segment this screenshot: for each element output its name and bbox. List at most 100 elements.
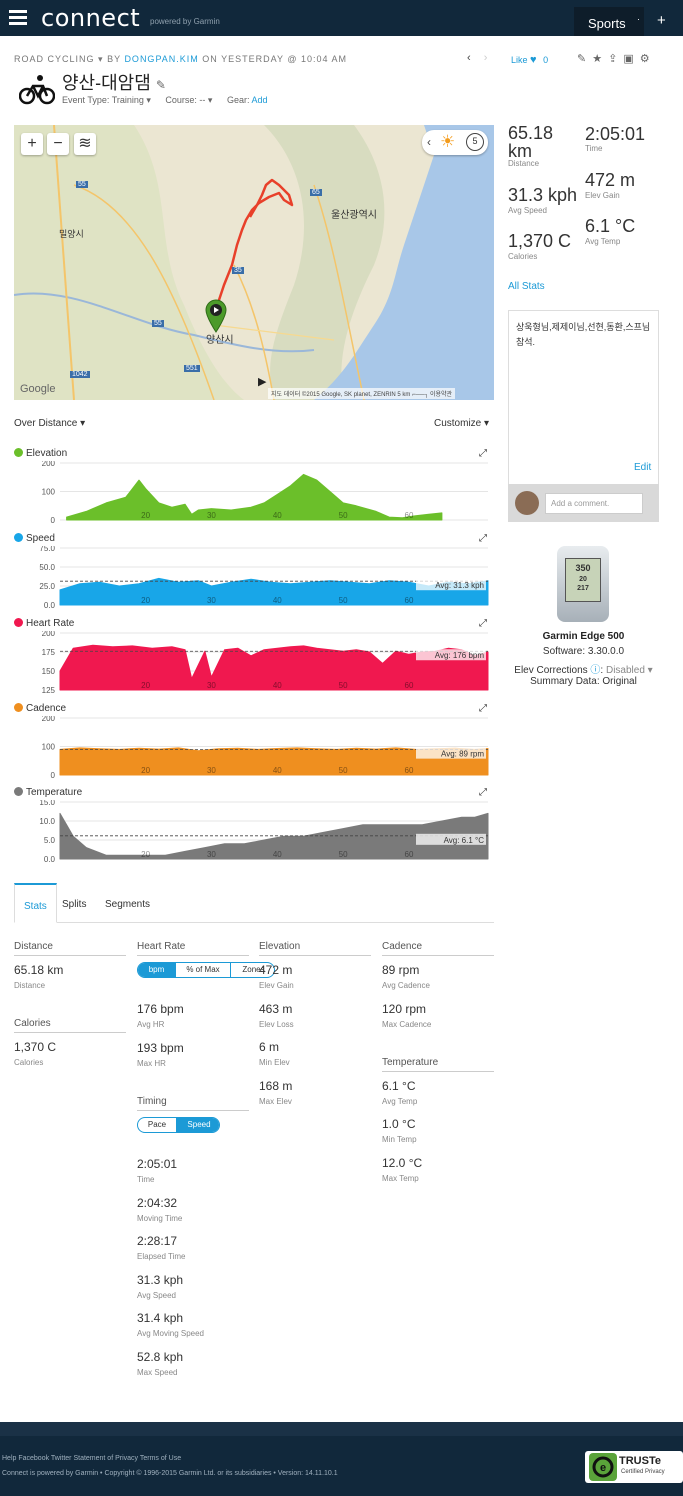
- footer-links[interactable]: Help Facebook Twitter Statement of Priva…: [2, 1455, 182, 1462]
- zoom-in-button[interactable]: +: [21, 133, 43, 155]
- connect-logo[interactable]: connect: [41, 4, 141, 32]
- route-map[interactable]: 밀양시 울산광역시 양산시 Google 55 35 65 55 551 104…: [14, 125, 494, 400]
- laps-icon[interactable]: 5: [466, 133, 484, 151]
- tab-splits[interactable]: Splits: [62, 899, 87, 910]
- gear-label: Gear:: [226, 95, 250, 105]
- hr-pct-max-toggle[interactable]: % of Max: [176, 963, 231, 977]
- tab-stats[interactable]: Stats: [14, 883, 57, 923]
- footer-copyright: Connect is powered by Garmin • Copyright…: [2, 1470, 338, 1477]
- elevation-x-tick-label: 20: [141, 511, 150, 520]
- share-icon[interactable]: ⇪: [608, 53, 624, 65]
- hr-bpm-toggle[interactable]: bpm: [138, 963, 176, 977]
- stat-calories-label: Calories: [14, 1058, 44, 1067]
- stat-max-cadence-value: 120 rpm: [382, 1002, 427, 1016]
- prev-activity-icon[interactable]: ‹: [467, 52, 471, 64]
- summary-elev-label: Elev Gain: [585, 191, 620, 200]
- cadence-title-text: Cadence: [26, 703, 67, 714]
- like-label[interactable]: Like: [511, 55, 528, 65]
- temperature-y-tick-label: 0.0: [44, 855, 56, 864]
- tab-segments[interactable]: Segments: [105, 899, 151, 910]
- avatar[interactable]: [515, 491, 539, 515]
- stat-elev-loss-label: Elev Loss: [259, 1020, 294, 1029]
- sports-menu-button[interactable]: Sports: [574, 7, 644, 36]
- truste-badge[interactable]: e TRUSTe Certified Privacy: [585, 1451, 683, 1483]
- heart-rate-expand-icon[interactable]: ⤢: [479, 618, 487, 629]
- weather-sun-icon[interactable]: ☀: [440, 132, 456, 151]
- like-widget[interactable]: Like ♥ 0: [511, 54, 548, 66]
- description-edit-link[interactable]: Edit: [634, 462, 652, 473]
- cadence-expand-icon[interactable]: ⤢: [479, 703, 487, 714]
- heart-icon[interactable]: ♥: [530, 54, 537, 66]
- cadence-x-tick-label: 30: [207, 766, 216, 775]
- stats-tabs: Stats Splits Segments: [14, 883, 494, 923]
- lock-icon[interactable]: ▣: [623, 53, 640, 65]
- next-activity-icon[interactable]: ›: [483, 52, 488, 64]
- elev-corrections: Elev Corrections ⓘ: Disabled ▾: [514, 665, 653, 676]
- add-button[interactable]: +: [657, 12, 666, 29]
- google-logo: Google: [20, 383, 56, 395]
- highway-35: 35: [232, 267, 244, 274]
- device-name: Garmin Edge 500: [542, 631, 625, 642]
- activity-title-text: 양산-대암댐: [62, 73, 151, 93]
- heart-rate-chart[interactable]: 125 150 175 200 20 30 40 50 60 Avg: 176 bpm: [14, 631, 494, 695]
- layers-icon[interactable]: ≋: [74, 133, 96, 155]
- sports-caret-icon[interactable]: ·: [637, 14, 640, 24]
- start-marker-icon[interactable]: [204, 299, 228, 333]
- edit-icon[interactable]: ✎: [577, 53, 593, 65]
- elevation-chart[interactable]: 0 100 200 20 30 40 50 60: [14, 461, 494, 525]
- collapse-icon[interactable]: ‹: [427, 135, 431, 149]
- cadence-x-tick-label: 20: [141, 766, 150, 775]
- over-distance-select[interactable]: Over Distance ▾: [14, 418, 86, 429]
- stat-max-temp-value: 12.0 °C: [382, 1156, 423, 1170]
- summary-speed-value: 31.3 kph: [508, 185, 578, 205]
- speed-toggle[interactable]: Speed: [177, 1118, 219, 1132]
- activity-type-caret-icon[interactable]: ▾: [98, 54, 104, 64]
- stat-min-temp-label: Min Temp: [382, 1135, 417, 1144]
- map-overlay-controls: ‹ ☀ 5: [422, 130, 488, 155]
- hr-zones-toggle[interactable]: Zones: [242, 965, 265, 974]
- zoom-out-button[interactable]: −: [47, 133, 69, 155]
- activity-description[interactable]: 상욱형님,제제이님,선현,동환,스프님 참석.: [508, 310, 659, 485]
- cadence-chart[interactable]: 0 100 200 20 30 40 50 60 Avg: 89 rpm: [14, 716, 494, 780]
- event-type-select[interactable]: Event Type: Training ▾: [62, 95, 151, 105]
- elevation-title-text: Elevation: [26, 448, 68, 459]
- summary-calories-value: 1,370 C: [508, 231, 572, 251]
- comment-input[interactable]: Add a comment.: [545, 493, 643, 514]
- device-readout-2: 20: [579, 576, 587, 583]
- timing-toggle: Pace Speed: [137, 1117, 220, 1133]
- stat-avg-speed-label: Avg Speed: [137, 1291, 176, 1300]
- play-route-icon[interactable]: ▶: [258, 376, 267, 388]
- summary-distance-label: Distance: [508, 159, 540, 168]
- temperature-chart-title: Temperature: [14, 787, 82, 798]
- map-copyright[interactable]: 지도 데이터 ©2015 Google, SK planet, ZENRIN 5…: [268, 388, 456, 399]
- menu-icon[interactable]: [9, 10, 27, 25]
- help-icon[interactable]: ⓘ: [590, 665, 601, 676]
- author-link[interactable]: DONGPAN.KIM: [124, 54, 199, 64]
- temperature-expand-icon[interactable]: ⤢: [479, 787, 487, 798]
- activity-type[interactable]: ROAD CYCLING: [14, 54, 95, 64]
- course-select[interactable]: Course: -- ▾: [165, 95, 213, 105]
- pace-toggle[interactable]: Pace: [138, 1118, 177, 1132]
- elevation-y-tick-label: 0: [51, 516, 56, 525]
- like-count: 0: [543, 55, 549, 65]
- temperature-chart[interactable]: 0.0 5.0 10.0 15.0 20 30 40 50 60 Avg: 6.1 °C: [14, 800, 494, 864]
- temperature-y-tick-label: 10.0: [39, 817, 55, 826]
- heart-rate-x-tick-label: 50: [339, 681, 348, 690]
- speed-chart[interactable]: 0.0 25.0 50.0 75.0 20 30 40 50 60 Avg: 31.3 kph: [14, 546, 494, 610]
- edit-title-icon[interactable]: ✎: [155, 78, 166, 92]
- speed-expand-icon[interactable]: ⤢: [479, 533, 487, 544]
- activity-title: 양산-대암댐 ✎: [62, 69, 166, 95]
- elev-corrections-select[interactable]: Disabled ▾: [605, 665, 653, 676]
- elevation-y-tick-label: 200: [42, 461, 56, 468]
- stat-distance-value: 65.18 km: [14, 963, 64, 977]
- activity-nav: ‹ ›: [467, 52, 487, 64]
- star-icon[interactable]: ★: [592, 53, 609, 65]
- map-label-yangsan: 양산시: [206, 335, 234, 346]
- all-stats-link[interactable]: All Stats: [508, 281, 545, 292]
- gear-add-link[interactable]: Add: [251, 95, 268, 105]
- gear-icon[interactable]: ⚙: [639, 53, 656, 65]
- elevation-expand-icon[interactable]: ⤢: [479, 448, 487, 459]
- heart-rate-x-tick-label: 30: [207, 681, 216, 690]
- customize-charts-button[interactable]: Customize ▾: [434, 418, 490, 429]
- heart-rate-y-tick-label: 125: [42, 686, 56, 695]
